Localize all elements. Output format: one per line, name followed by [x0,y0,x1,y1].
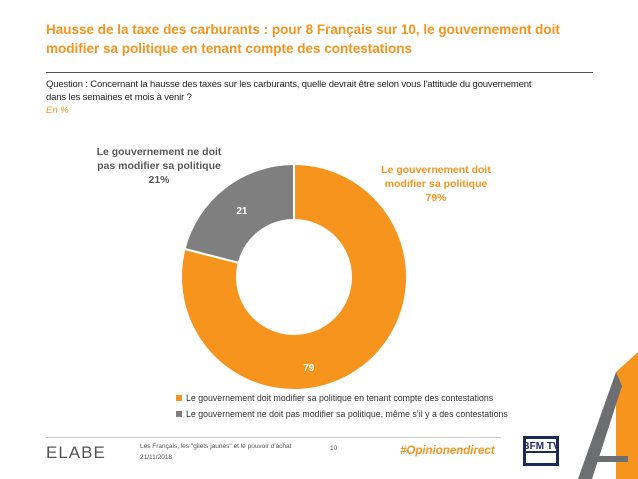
callout-modifier-line-2: modifier sa politique [384,178,488,190]
elabe-logo: ELABE [46,443,106,462]
legend-swatch-grey [176,411,182,417]
elabe-logo-text: ELABE [46,443,106,462]
callout-modifier-percent: 79% [425,192,447,204]
legend-swatch-orange [176,395,182,401]
slice-ne-pas-modifier [183,162,295,265]
legend-item-modifier: Le gouvernement doit modifier sa politiq… [176,390,508,406]
callout-modifier: Le gouvernement doit modifier sa politiq… [366,163,506,205]
legend-label-ne-pas-modifier: Le gouvernement ne doit pas modifier sa … [186,409,508,419]
callout-ne-pas-line-1: Le gouvernement ne doit [96,146,222,158]
survey-question: Question : Concernant la hausse des taxe… [46,78,591,104]
callout-ne-pas-line-2: pas modifier sa politique [97,160,221,172]
title-line-2: modifier sa politique en tenant compte d… [46,41,413,56]
slice-modifier-politique [180,162,408,391]
question-line-1: Question : Concernant la hausse des taxe… [46,79,532,90]
hashtag: #Opinionendirect [400,445,495,457]
callout-ne-pas-modifier: Le gouvernement ne doit pas modifier sa … [84,145,234,187]
footer-source-date: 21/11/2018 [140,454,173,461]
a-brand-logo [578,352,638,479]
legend-label-modifier: Le gouvernement doit modifier sa politiq… [186,393,494,403]
legend-item-ne-pas-modifier: Le gouvernement ne doit pas modifier sa … [176,406,508,422]
question-line-2: dans les semaines et mois à venir ? [46,92,192,103]
unit-label: En % [46,105,69,116]
title-divider [46,72,593,73]
a-logo-grey-stroke [578,372,622,479]
a-logo-orange-bar [616,352,638,479]
callout-ne-pas-percent: 21% [148,174,170,186]
bfmtv-logo-text: BFM TV [523,441,559,452]
a-logo-crossbar [586,456,628,462]
chart-legend: Le gouvernement doit modifier sa politiq… [176,390,508,422]
callout-modifier-line-1: Le gouvernement doit [381,164,491,176]
page-number: 10 [330,445,338,452]
value-label-79: 79 [303,363,315,374]
footer-source: Les Français, les "gilets jaunes" et le … [140,441,291,463]
page-title: Hausse de la taxe des carburants : pour … [46,20,566,58]
footer-divider [46,437,501,438]
title-line-1: Hausse de la taxe des carburants : pour … [46,22,560,37]
footer-source-title: Les Français, les "gilets jaunes" et le … [140,443,292,450]
bfmtv-logo-band-bottom [526,453,556,463]
bfmtv-logo: BFM TV [523,436,559,466]
bfmtv-logo-band-top [526,439,556,451]
value-label-21: 21 [236,206,248,217]
